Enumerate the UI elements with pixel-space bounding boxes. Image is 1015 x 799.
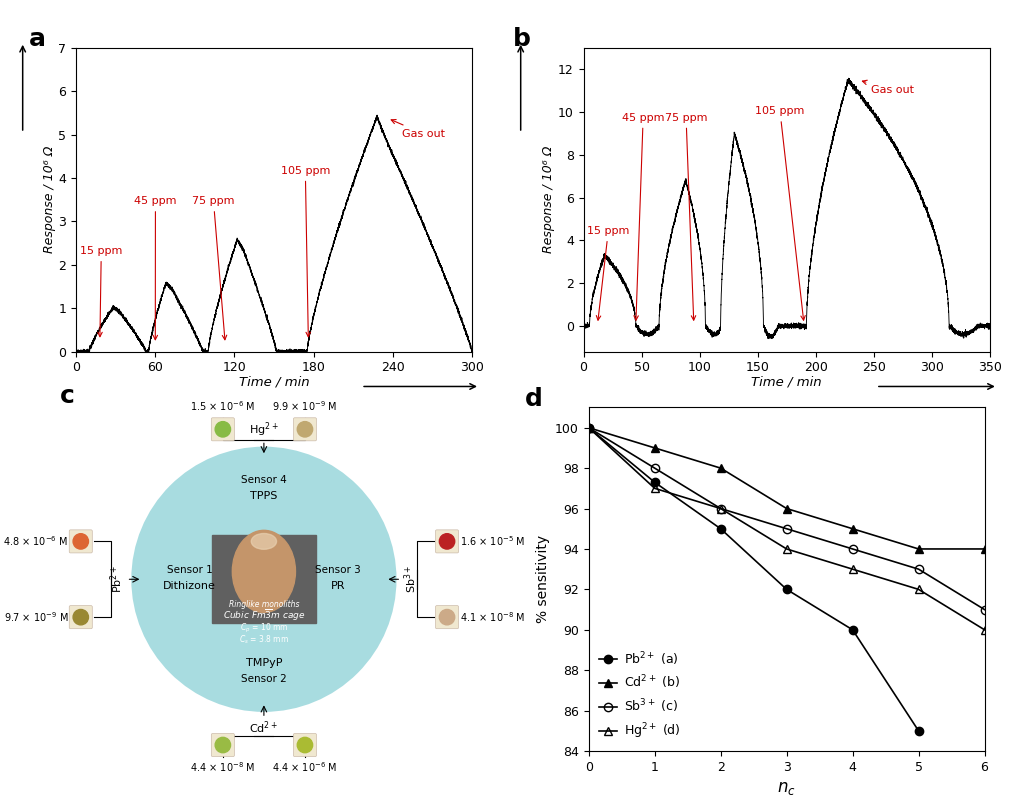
Ellipse shape xyxy=(439,610,455,625)
Pb$^{2+}$ (a) xyxy=(847,625,859,634)
Text: Gas out: Gas out xyxy=(391,120,445,139)
Text: 75 ppm: 75 ppm xyxy=(665,113,707,320)
Text: 4.1 × 10$^{-8}$ M: 4.1 × 10$^{-8}$ M xyxy=(460,610,525,624)
X-axis label: $n_c$: $n_c$ xyxy=(777,779,796,797)
Text: d: d xyxy=(526,387,543,411)
Cd$^{2+}$ (b) xyxy=(912,544,925,554)
Text: 4.4 × 10$^{-6}$ M: 4.4 × 10$^{-6}$ M xyxy=(272,760,338,774)
Text: 9.7 × 10$^{-9}$ M: 9.7 × 10$^{-9}$ M xyxy=(3,610,68,624)
Text: $C_s$ = 3.8 mm: $C_s$ = 3.8 mm xyxy=(239,633,289,646)
Pb$^{2+}$ (a) xyxy=(912,726,925,736)
Line: Sb$^{3+}$ (c): Sb$^{3+}$ (c) xyxy=(585,423,989,614)
Text: 45 ppm: 45 ppm xyxy=(134,196,177,340)
Text: TMPyP: TMPyP xyxy=(246,658,282,668)
Y-axis label: % sensitivity: % sensitivity xyxy=(536,535,549,623)
Ellipse shape xyxy=(439,534,455,549)
FancyBboxPatch shape xyxy=(293,418,317,441)
Ellipse shape xyxy=(215,737,230,753)
Text: Cd$^{2+}$: Cd$^{2+}$ xyxy=(250,720,278,737)
Text: 45 ppm: 45 ppm xyxy=(622,113,665,320)
Text: Ringlike monoliths: Ringlike monoliths xyxy=(228,600,299,610)
FancyBboxPatch shape xyxy=(69,606,92,629)
Sb$^{3+}$ (c) xyxy=(847,544,859,554)
Text: 105 ppm: 105 ppm xyxy=(280,165,330,336)
Text: 1.5 × 10$^{-6}$ M: 1.5 × 10$^{-6}$ M xyxy=(190,399,256,412)
FancyBboxPatch shape xyxy=(435,530,459,553)
Y-axis label: Response / 10⁶ Ω: Response / 10⁶ Ω xyxy=(43,146,56,253)
Text: Sensor 1: Sensor 1 xyxy=(166,565,212,574)
Ellipse shape xyxy=(215,422,230,437)
FancyBboxPatch shape xyxy=(293,733,317,757)
Text: 15 ppm: 15 ppm xyxy=(80,246,123,336)
Text: a: a xyxy=(28,26,46,50)
Sb$^{3+}$ (c) xyxy=(649,463,661,473)
Ellipse shape xyxy=(232,531,295,612)
Text: b: b xyxy=(513,26,531,50)
Text: Sensor 4: Sensor 4 xyxy=(241,475,287,485)
Text: Dithizone: Dithizone xyxy=(163,581,216,590)
Text: TPPS: TPPS xyxy=(251,491,277,501)
Text: 75 ppm: 75 ppm xyxy=(192,196,234,340)
Sb$^{3+}$ (c) xyxy=(583,423,595,432)
Text: PR: PR xyxy=(331,581,345,590)
Text: 1.6 × 10$^{-5}$ M: 1.6 × 10$^{-5}$ M xyxy=(460,535,525,548)
Y-axis label: Response / 10⁶ Ω: Response / 10⁶ Ω xyxy=(542,146,555,253)
Text: $C_p$ = 10 mm: $C_p$ = 10 mm xyxy=(240,622,288,634)
Text: 105 ppm: 105 ppm xyxy=(755,106,805,320)
Text: Cubic $Fm\overline{3}m$ cage: Cubic $Fm\overline{3}m$ cage xyxy=(222,608,306,623)
Text: Pb$^{2+}$: Pb$^{2+}$ xyxy=(109,566,125,593)
X-axis label: Time / min: Time / min xyxy=(239,376,310,388)
Text: Sensor 2: Sensor 2 xyxy=(241,674,287,684)
Pb$^{2+}$ (a) xyxy=(781,585,793,594)
Hg$^{2+}$ (d) xyxy=(978,625,991,634)
Pb$^{2+}$ (a) xyxy=(649,478,661,487)
Text: Hg$^{2+}$: Hg$^{2+}$ xyxy=(249,420,279,439)
Ellipse shape xyxy=(73,534,88,549)
Sb$^{3+}$ (c) xyxy=(978,605,991,614)
Sb$^{3+}$ (c) xyxy=(781,524,793,534)
Pb$^{2+}$ (a) xyxy=(715,524,727,534)
Pb$^{2+}$ (a) xyxy=(583,423,595,432)
Text: c: c xyxy=(60,384,75,407)
Text: 4.4 × 10$^{-8}$ M: 4.4 × 10$^{-8}$ M xyxy=(190,760,256,774)
FancyBboxPatch shape xyxy=(435,606,459,629)
Hg$^{2+}$ (d) xyxy=(781,544,793,554)
Cd$^{2+}$ (b) xyxy=(781,503,793,513)
Line: Cd$^{2+}$ (b): Cd$^{2+}$ (b) xyxy=(585,423,989,553)
Ellipse shape xyxy=(73,610,88,625)
Line: Pb$^{2+}$ (a): Pb$^{2+}$ (a) xyxy=(585,423,923,735)
Hg$^{2+}$ (d) xyxy=(912,585,925,594)
FancyBboxPatch shape xyxy=(211,733,234,757)
Text: 15 ppm: 15 ppm xyxy=(587,226,629,320)
FancyBboxPatch shape xyxy=(211,418,234,441)
Text: Sb$^{3+}$: Sb$^{3+}$ xyxy=(403,565,419,594)
Ellipse shape xyxy=(252,534,276,549)
Text: 9.9 × 10$^{-9}$ M: 9.9 × 10$^{-9}$ M xyxy=(272,399,338,412)
Sb$^{3+}$ (c) xyxy=(715,503,727,513)
Cd$^{2+}$ (b) xyxy=(649,443,661,453)
Cd$^{2+}$ (b) xyxy=(583,423,595,432)
Circle shape xyxy=(131,447,397,712)
Sb$^{3+}$ (c) xyxy=(912,564,925,574)
Text: Sensor 3: Sensor 3 xyxy=(316,565,361,574)
FancyBboxPatch shape xyxy=(212,535,316,623)
Text: 4.8 × 10$^{-6}$ M: 4.8 × 10$^{-6}$ M xyxy=(3,535,68,548)
Hg$^{2+}$ (d) xyxy=(649,483,661,493)
Cd$^{2+}$ (b) xyxy=(978,544,991,554)
Hg$^{2+}$ (d) xyxy=(715,503,727,513)
Ellipse shape xyxy=(297,422,313,437)
Hg$^{2+}$ (d) xyxy=(583,423,595,432)
Ellipse shape xyxy=(297,737,313,753)
Text: Gas out: Gas out xyxy=(863,80,915,95)
Cd$^{2+}$ (b) xyxy=(847,524,859,534)
Cd$^{2+}$ (b) xyxy=(715,463,727,473)
FancyBboxPatch shape xyxy=(69,530,92,553)
Legend: Pb$^{2+}$ (a), Cd$^{2+}$ (b), Sb$^{3+}$ (c), Hg$^{2+}$ (d): Pb$^{2+}$ (a), Cd$^{2+}$ (b), Sb$^{3+}$ … xyxy=(595,646,684,745)
Hg$^{2+}$ (d) xyxy=(847,564,859,574)
Line: Hg$^{2+}$ (d): Hg$^{2+}$ (d) xyxy=(585,423,989,634)
X-axis label: Time / min: Time / min xyxy=(751,376,822,388)
